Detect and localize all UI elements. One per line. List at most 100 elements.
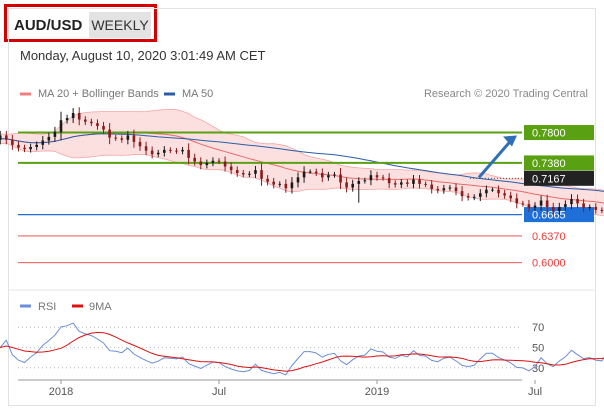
x-tick-label-1: Jul <box>212 386 226 398</box>
candle-body-19 <box>96 123 99 127</box>
candle-body-58 <box>333 174 336 176</box>
candle-body-87 <box>509 195 512 199</box>
x-tick-label-0: 2018 <box>49 386 73 398</box>
candle-body-92 <box>539 200 543 206</box>
candle-body-37 <box>205 162 209 166</box>
candle-body-65 <box>375 175 379 178</box>
legend-bollinger: MA 20 + Bollinger Bands <box>38 88 159 100</box>
candle-body-17 <box>84 119 87 122</box>
candle-body-12 <box>53 131 57 137</box>
candle-body-59 <box>339 174 342 183</box>
candle-body-15 <box>71 113 75 119</box>
candle-body-6 <box>17 144 20 148</box>
candle-body-100 <box>588 207 591 209</box>
candle-body-89 <box>521 203 525 205</box>
candle-body-63 <box>363 180 367 182</box>
level-tag-0 <box>524 125 594 141</box>
candle-body-8 <box>29 147 32 150</box>
level-label-0: 0.7800 <box>532 128 566 140</box>
legend-rsi: RSI <box>38 301 56 313</box>
candle-body-26 <box>138 141 142 147</box>
candle-body-97 <box>570 199 573 205</box>
candle-body-94 <box>551 207 555 211</box>
candle-body-102 <box>600 209 604 211</box>
level-label-5: 0.6000 <box>532 258 566 270</box>
candle-body-23 <box>120 138 124 140</box>
chart-timestamp: Monday, August 10, 2020 3:01:49 AM CET <box>20 48 266 63</box>
bollinger-upper <box>0 108 604 192</box>
level-tag-2 <box>524 170 594 186</box>
candle-body-57 <box>327 175 330 178</box>
candle-body-99 <box>582 203 585 208</box>
rsi-ma-line <box>0 331 604 372</box>
candle-body-98 <box>576 199 579 204</box>
x-tick-label-3: Jul <box>528 386 542 398</box>
candle-body-27 <box>144 146 148 151</box>
candle-body-67 <box>387 178 391 184</box>
candle-body-60 <box>345 182 348 188</box>
candle-body-69 <box>400 182 403 185</box>
candle-body-90 <box>527 204 531 208</box>
candle-body-22 <box>114 137 117 139</box>
candle-body-74 <box>430 184 433 189</box>
rsi-tick-50: 50 <box>532 343 544 355</box>
candle-body-76 <box>442 188 446 191</box>
candle-body-10 <box>41 140 45 145</box>
candle-body-101 <box>594 207 598 210</box>
candle-body-93 <box>545 200 549 208</box>
candle-body-34 <box>187 149 190 158</box>
candle-body-46 <box>260 170 263 179</box>
legend-9ma: 9MA <box>89 301 112 313</box>
candle-body-29 <box>156 152 160 155</box>
candle-body-49 <box>278 183 282 185</box>
candle-body-5 <box>11 139 14 145</box>
candle-body-84 <box>491 189 494 191</box>
candle-body-71 <box>412 179 415 184</box>
candle-body-54 <box>308 171 312 173</box>
candle-body-82 <box>479 193 482 197</box>
ma50-line <box>0 133 604 192</box>
candle-body-3 <box>0 135 2 140</box>
candle-body-21 <box>108 129 111 138</box>
candle-body-28 <box>150 150 154 155</box>
candle-body-75 <box>436 188 440 191</box>
candle-body-91 <box>533 205 537 208</box>
candle-body-56 <box>321 173 324 178</box>
level-label-4: 0.6370 <box>532 231 566 243</box>
candle-body-52 <box>296 177 300 183</box>
candle-body-51 <box>290 182 294 189</box>
candle-body-25 <box>132 135 136 142</box>
candle-body-47 <box>266 178 269 182</box>
candle-body-39 <box>217 160 221 162</box>
candle-body-68 <box>393 183 397 185</box>
candle-body-38 <box>211 160 215 163</box>
candle-body-78 <box>454 187 458 192</box>
candle-body-16 <box>77 113 81 120</box>
candle-body-85 <box>497 189 500 194</box>
candle-body-41 <box>229 166 233 171</box>
forecast-arrow-head <box>503 135 517 147</box>
candle-body-79 <box>460 191 464 197</box>
period-badge[interactable]: WEEKLY <box>89 12 151 38</box>
x-tick-label-2: 2019 <box>365 386 389 398</box>
candle-body-31 <box>169 149 172 151</box>
level-label-3: 0.6665 <box>532 210 566 222</box>
candle-body-24 <box>126 135 130 140</box>
candle-body-81 <box>472 196 476 198</box>
candle-body-66 <box>381 177 385 179</box>
rsi-line <box>0 322 604 376</box>
candle-body-64 <box>369 175 373 181</box>
candle-body-62 <box>357 180 361 184</box>
candle-body-43 <box>242 173 245 175</box>
level-label-1: 0.7380 <box>532 158 566 170</box>
rsi-tick-70: 70 <box>532 322 544 334</box>
candle-body-73 <box>424 183 427 185</box>
candle-body-70 <box>406 182 409 184</box>
candle-body-80 <box>466 196 470 198</box>
candle-body-55 <box>314 171 318 174</box>
candle-body-30 <box>163 149 166 153</box>
candle-body-14 <box>65 118 69 121</box>
candle-body-83 <box>485 189 488 194</box>
candle-body-20 <box>102 126 105 130</box>
